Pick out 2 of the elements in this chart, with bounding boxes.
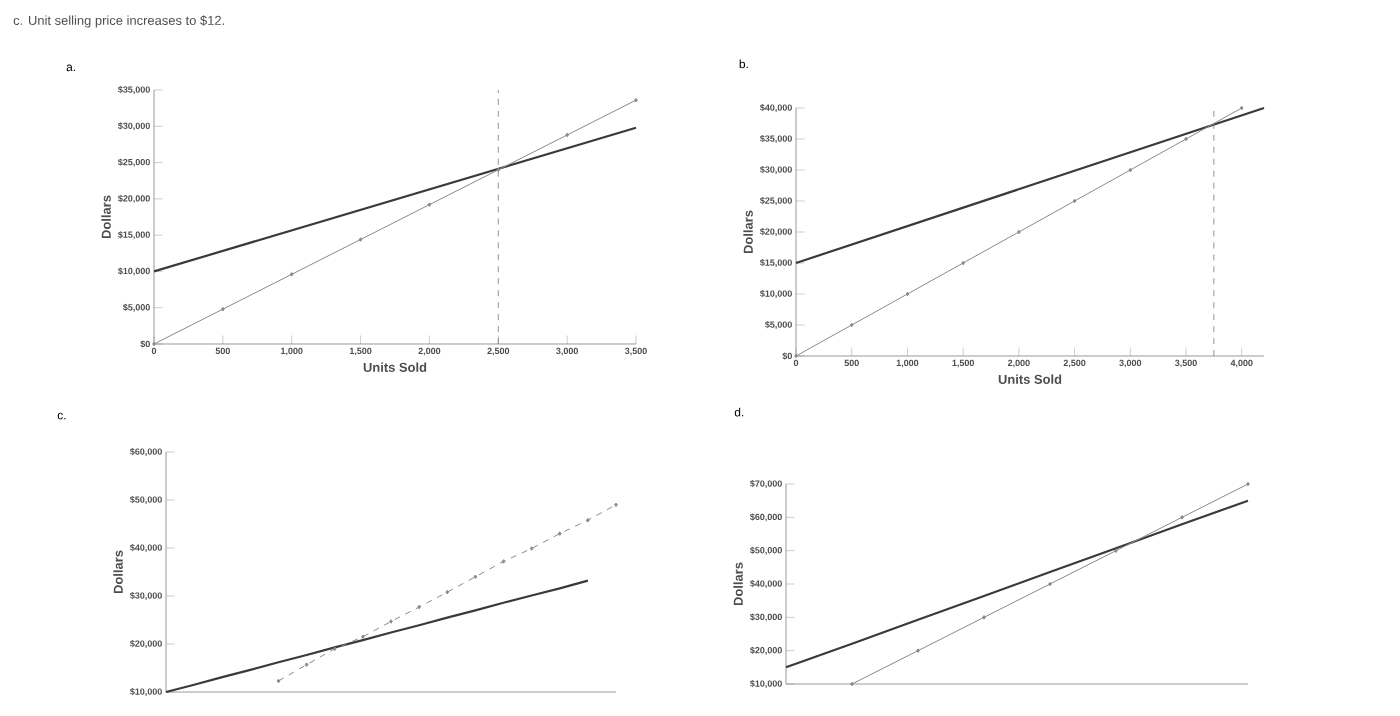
line-series [784, 499, 1250, 669]
line-series [164, 579, 589, 694]
